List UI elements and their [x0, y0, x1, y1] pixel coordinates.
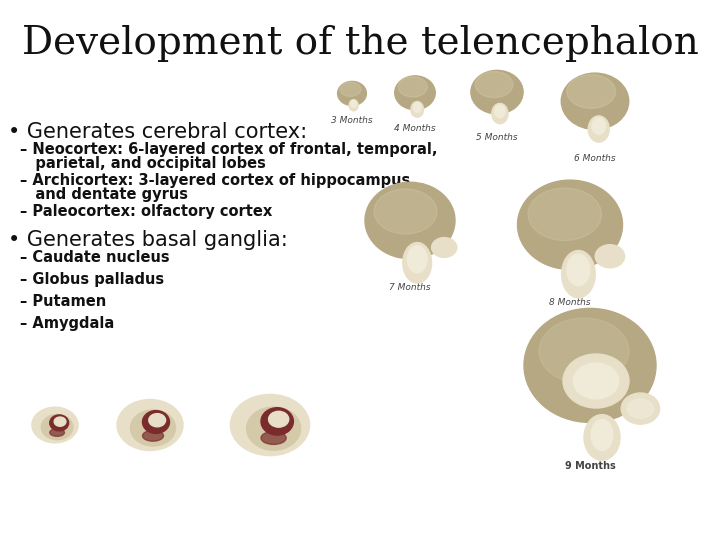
Ellipse shape	[32, 407, 78, 443]
Ellipse shape	[269, 411, 289, 427]
Ellipse shape	[365, 183, 455, 259]
Ellipse shape	[567, 254, 590, 286]
Ellipse shape	[471, 70, 523, 114]
Text: 5 Months: 5 Months	[476, 133, 518, 141]
Ellipse shape	[573, 363, 618, 399]
Text: – Neocortex: 6-layered cortex of frontal, temporal,: – Neocortex: 6-layered cortex of frontal…	[20, 142, 438, 157]
Ellipse shape	[492, 104, 508, 124]
Ellipse shape	[41, 415, 73, 440]
Text: 7 Months: 7 Months	[390, 284, 431, 293]
Text: • Generates cerebral cortex:: • Generates cerebral cortex:	[8, 122, 307, 142]
Ellipse shape	[595, 245, 625, 268]
Ellipse shape	[413, 103, 421, 112]
Ellipse shape	[143, 430, 163, 441]
Ellipse shape	[591, 420, 613, 450]
Ellipse shape	[408, 246, 427, 273]
Text: 6 Months: 6 Months	[574, 154, 616, 163]
Ellipse shape	[431, 238, 456, 258]
Ellipse shape	[588, 116, 609, 142]
Ellipse shape	[374, 189, 437, 234]
Ellipse shape	[349, 100, 358, 111]
Text: – Caudate nucleus: – Caudate nucleus	[20, 250, 170, 265]
Text: 4 Months: 4 Months	[394, 124, 436, 133]
Ellipse shape	[411, 102, 423, 117]
Ellipse shape	[398, 77, 428, 97]
Text: parietal, and occipital lobes: parietal, and occipital lobes	[20, 156, 266, 171]
Text: and dentate gyrus: and dentate gyrus	[20, 187, 188, 202]
Text: – Globus palladus: – Globus palladus	[20, 272, 164, 287]
Ellipse shape	[518, 180, 623, 269]
Ellipse shape	[340, 82, 361, 97]
Ellipse shape	[143, 410, 169, 434]
Ellipse shape	[524, 308, 656, 422]
Ellipse shape	[117, 400, 183, 450]
Ellipse shape	[562, 251, 595, 298]
Ellipse shape	[621, 393, 660, 424]
Ellipse shape	[246, 407, 301, 450]
Ellipse shape	[50, 415, 68, 431]
Text: – Paleocortex: olfactory cortex: – Paleocortex: olfactory cortex	[20, 204, 272, 219]
Ellipse shape	[539, 318, 629, 384]
Ellipse shape	[395, 76, 436, 110]
Ellipse shape	[338, 82, 366, 105]
Ellipse shape	[130, 410, 176, 446]
Text: 9 Months: 9 Months	[564, 461, 616, 471]
Text: 8 Months: 8 Months	[549, 298, 591, 307]
Ellipse shape	[54, 417, 66, 426]
Ellipse shape	[584, 415, 620, 460]
Ellipse shape	[563, 354, 629, 408]
Ellipse shape	[567, 75, 616, 109]
Text: • Generates basal ganglia:: • Generates basal ganglia:	[8, 230, 288, 250]
Ellipse shape	[50, 429, 65, 436]
Text: – Archicortex: 3-layered cortex of hippocampus: – Archicortex: 3-layered cortex of hippo…	[20, 173, 410, 188]
Ellipse shape	[528, 188, 601, 240]
Ellipse shape	[592, 118, 606, 134]
Ellipse shape	[627, 399, 654, 418]
Ellipse shape	[261, 431, 287, 444]
Ellipse shape	[261, 408, 294, 435]
Text: – Amygdala: – Amygdala	[20, 316, 114, 331]
Text: – Putamen: – Putamen	[20, 294, 107, 309]
Ellipse shape	[351, 100, 356, 107]
Ellipse shape	[475, 71, 513, 98]
Text: 3 Months: 3 Months	[331, 116, 373, 125]
Ellipse shape	[495, 105, 505, 118]
Text: Development of the telencephalon: Development of the telencephalon	[22, 25, 698, 62]
Ellipse shape	[402, 242, 431, 283]
Ellipse shape	[230, 394, 310, 456]
Ellipse shape	[149, 414, 166, 427]
Ellipse shape	[562, 73, 629, 130]
